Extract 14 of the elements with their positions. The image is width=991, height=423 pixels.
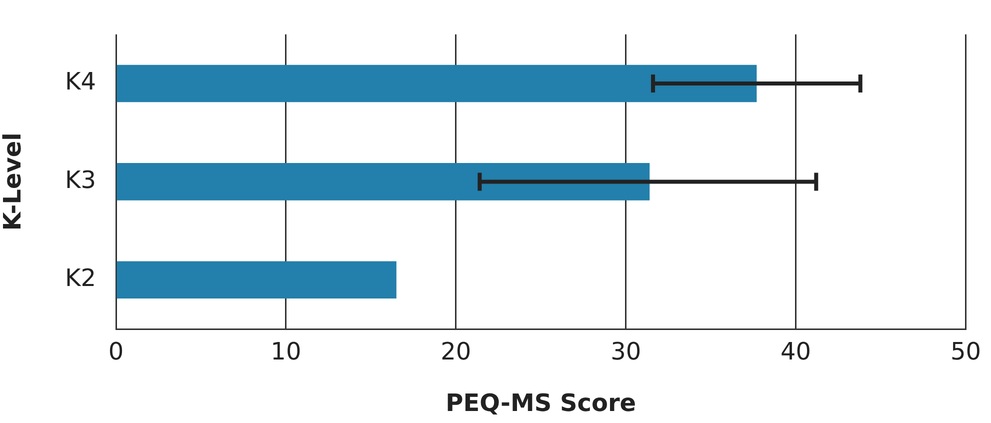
y-tick-label: K2 xyxy=(64,264,96,292)
y-tick-label: K3 xyxy=(64,166,96,194)
bar xyxy=(116,261,396,299)
y-tick-label: K4 xyxy=(64,68,96,96)
bar xyxy=(116,163,650,200)
y-axis-title: K-Level xyxy=(0,132,27,231)
x-axis-title: PEQ-MS Score xyxy=(446,388,636,417)
x-tick-label: 40 xyxy=(780,338,812,366)
x-tick-label: 20 xyxy=(440,338,472,366)
x-tick-label: 0 xyxy=(108,338,124,366)
x-tick-label: 30 xyxy=(610,338,642,366)
bar xyxy=(116,64,757,102)
x-tick-label: 50 xyxy=(950,338,982,366)
x-tick-label: 10 xyxy=(270,338,302,366)
